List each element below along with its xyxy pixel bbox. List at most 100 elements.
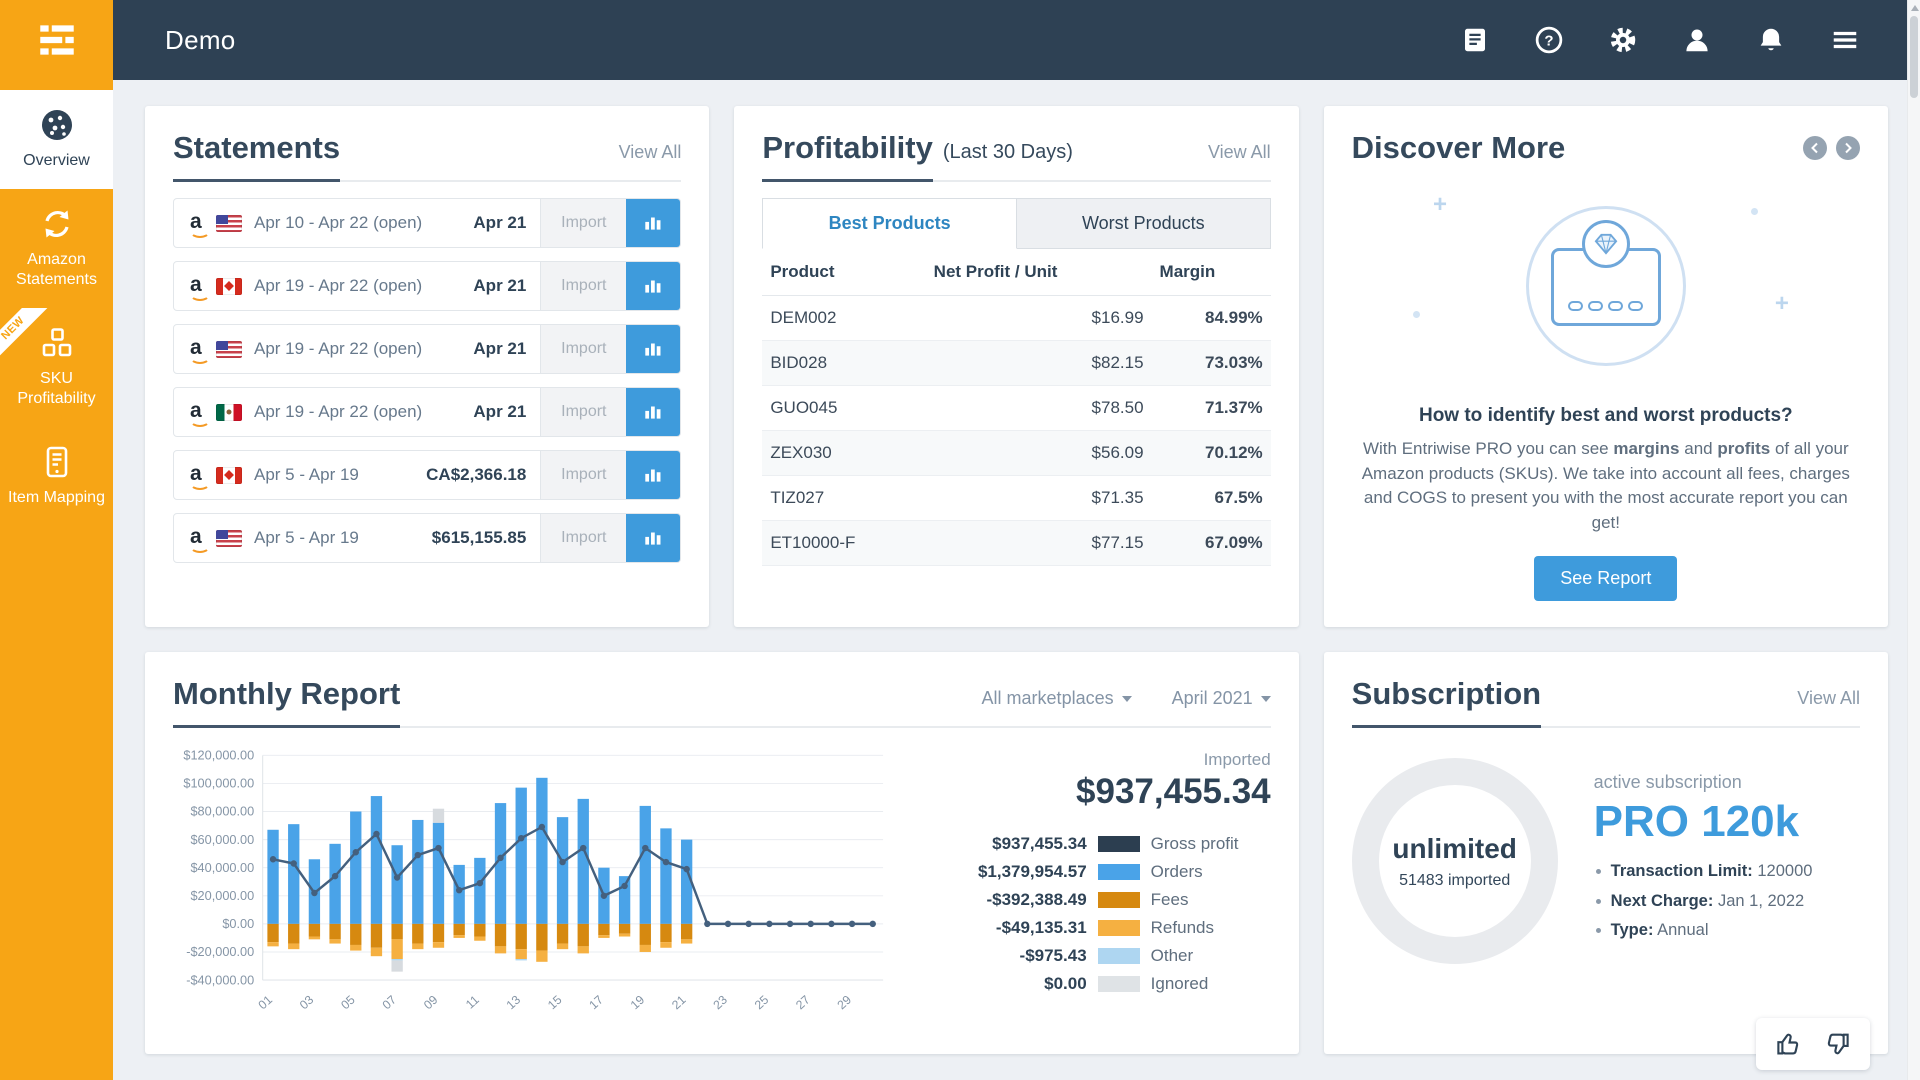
profitability-view-all-link[interactable]: View All [1207,142,1271,162]
margin-link[interactable]: 71.37% [1151,385,1271,431]
us-flag-icon [216,214,242,232]
svg-text:03: 03 [297,993,317,1013]
product-cell: TIZ027 [762,475,926,521]
bell-icon[interactable] [1756,25,1786,55]
marketplace-filter-dropdown[interactable]: All marketplaces [982,688,1132,709]
statements-view-all-link[interactable]: View All [618,142,682,162]
carousel-nav [1802,136,1860,160]
svg-text:21: 21 [669,993,689,1013]
imported-total: $937,455.34 [1076,772,1271,812]
margin-link[interactable]: 67.09% [1151,520,1271,566]
net-profit-cell: $71.35 [925,475,1152,521]
period-filter-dropdown[interactable]: April 2021 [1172,688,1271,709]
carousel-next-button[interactable] [1835,136,1860,160]
main-content: Statements View All a Apr 10 - Apr 22 (o… [113,80,1920,1080]
statement-chart-button[interactable] [626,388,681,436]
profitability-title: Profitability [762,130,933,182]
diamond-icon [1594,233,1618,255]
tab-worst-products[interactable]: Worst Products [1017,198,1271,249]
statement-chart-button[interactable] [626,514,681,562]
user-icon[interactable] [1682,25,1712,55]
see-report-button[interactable]: See Report [1534,555,1678,601]
cubes-icon [42,328,71,357]
ca-flag-icon [216,466,242,484]
statement-chart-button[interactable] [626,451,681,499]
svg-text:-$40,000.00: -$40,000.00 [186,972,254,987]
statement-value: CA$2,366.18 [426,465,527,484]
import-button[interactable]: Import [540,262,627,310]
legend-swatch [1097,948,1140,965]
app-logo[interactable] [0,0,113,80]
legend-value: $937,455.34 [992,834,1087,854]
import-button[interactable]: Import [540,451,627,499]
decorative-plus: + [1432,190,1447,218]
scrollbar-thumb[interactable] [1910,16,1918,98]
statement-value: Apr 21 [473,402,527,421]
legend-row: -$392,388.49 Fees [901,890,1271,910]
thumbs-down-button[interactable] [1822,1029,1852,1059]
docs-icon[interactable] [1460,25,1490,55]
margin-link[interactable]: 84.99% [1151,295,1271,341]
profitability-tabs: Best Products Worst Products [762,198,1271,249]
amazon-icon: a [190,400,214,427]
discover-heading: How to identify best and worst products? [1418,405,1793,426]
monthly-filters: All marketplaces April 2021 [982,688,1271,709]
table-row: BID028 $82.15 73.03% [762,340,1271,386]
menu-icon[interactable] [1830,25,1860,55]
legend-swatch [1097,976,1140,993]
legend-label: Ignored [1150,974,1209,994]
scrollbar-up-arrow[interactable] [1911,5,1919,11]
margin-link[interactable]: 73.03% [1151,340,1271,386]
tab-best-products[interactable]: Best Products [762,198,1017,249]
bar-chart-icon [645,406,661,419]
chevron-right-icon [1845,142,1852,154]
statement-chart-button[interactable] [626,262,681,310]
column-header-margin: Margin [1151,249,1271,296]
monthly-chart-area: $120,000.00 $100,000.00 $80,000.00 $60,000.… [173,744,891,1027]
legend-label: Gross profit [1150,834,1239,854]
statement-chart-button[interactable] [626,199,681,247]
sidebar-item-item-mapping[interactable]: Item Mapping [0,427,113,526]
thumbs-up-button[interactable] [1774,1029,1804,1059]
discover-body: With Entriwise PRO you can see margins a… [1361,439,1850,532]
statements-title: Statements [173,130,341,182]
navbar-icons: ? [1460,25,1860,55]
legend-swatch [1097,864,1140,881]
chevron-down-icon [1121,695,1132,702]
import-button[interactable]: Import [540,388,627,436]
donut-title: unlimited [1392,832,1517,864]
scrollbar-track[interactable] [1907,0,1920,1080]
net-profit-cell: $77.15 [925,520,1152,566]
svg-text:07: 07 [380,993,400,1013]
product-cell: ZEX030 [762,430,926,476]
statement-value: Apr 21 [473,213,527,232]
import-button[interactable]: Import [540,325,627,373]
statement-row: a Apr 5 - Apr 19 $615,155.85 Import [173,513,682,563]
sidebar-item-overview[interactable]: Overview [0,90,113,189]
margin-link[interactable]: 70.12% [1151,430,1271,476]
statement-period: Apr 19 - Apr 22 (open) [254,339,423,358]
svg-text:$40,000.00: $40,000.00 [190,860,254,875]
svg-text:-$20,000.00: -$20,000.00 [186,944,254,959]
svg-text:13: 13 [504,993,524,1013]
amazon-icon: a [190,274,214,301]
svg-text:23: 23 [710,993,730,1013]
statement-chart-button[interactable] [626,325,681,373]
import-button[interactable]: Import [540,199,627,247]
margin-link[interactable]: 67.5% [1151,475,1271,521]
import-button[interactable]: Import [540,514,627,562]
table-row: ZEX030 $56.09 70.12% [762,430,1271,476]
carousel-prev-button[interactable] [1802,136,1827,160]
help-icon[interactable]: ? [1534,25,1564,55]
sidebar-item-sku-profitability[interactable]: NEW SKU Profitability [0,308,113,427]
svg-text:05: 05 [338,993,358,1013]
item-mapping-icon [46,446,67,478]
sidebar-item-label: Item Mapping [8,489,105,506]
subscription-view-all-link[interactable]: View All [1797,688,1860,709]
gear-icon[interactable] [1608,25,1638,55]
sidebar-item-amazon-statements[interactable]: Amazon Statements [0,189,113,308]
legend-row: $1,379,954.57 Orders [901,862,1271,882]
table-row: TIZ027 $71.35 67.5% [762,475,1271,521]
net-profit-cell: $56.09 [925,430,1152,476]
legend-value: $1,379,954.57 [977,862,1087,882]
